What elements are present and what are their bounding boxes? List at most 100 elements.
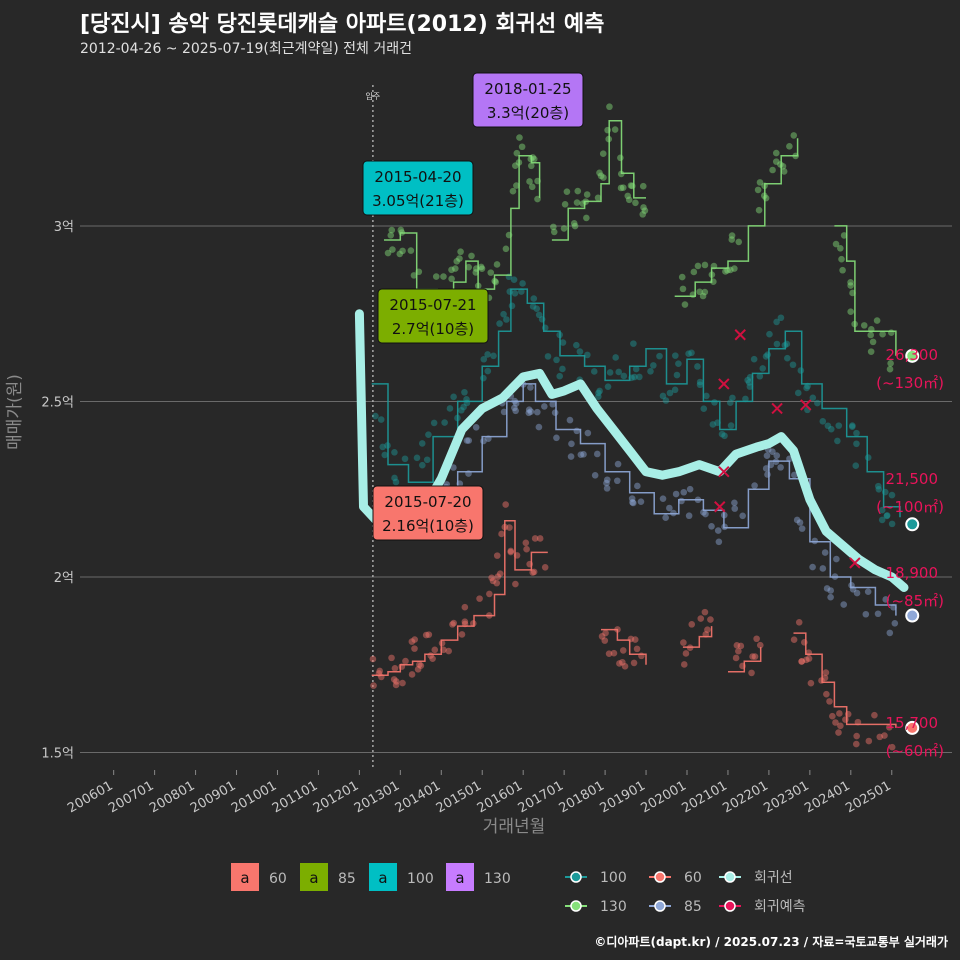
scatter-point xyxy=(879,330,886,338)
scatter-point xyxy=(496,570,504,577)
scatter-point xyxy=(377,416,385,423)
scatter-point xyxy=(544,353,552,360)
scatter-point xyxy=(401,455,409,463)
scatter-point xyxy=(392,681,400,689)
scatter-point xyxy=(488,574,495,582)
x-tick-label: 202301 xyxy=(761,778,811,816)
scatter-point xyxy=(756,641,764,649)
scatter-point xyxy=(461,388,468,396)
scatter-point xyxy=(715,538,723,546)
scatter-point xyxy=(576,348,584,355)
scatter-point xyxy=(704,626,711,633)
scatter-point xyxy=(876,733,884,741)
scatter-point xyxy=(566,416,574,424)
scatter-point xyxy=(369,655,377,663)
scatter-point xyxy=(762,465,770,472)
legend-line-marker xyxy=(654,900,666,912)
scatter-point xyxy=(659,495,667,502)
scatter-point xyxy=(580,451,587,458)
scatter-point xyxy=(632,199,639,207)
scatter-point xyxy=(849,422,856,429)
scatter-point xyxy=(739,512,746,520)
scatter-point xyxy=(440,273,447,280)
scatter-point xyxy=(423,456,431,464)
scatter-point xyxy=(772,158,780,165)
scatter-point xyxy=(681,301,689,308)
scatter-point xyxy=(797,367,805,374)
scatter-point xyxy=(529,303,537,310)
scatter-point xyxy=(513,182,520,189)
scatter-point xyxy=(429,655,436,662)
prediction-price: 18,900 xyxy=(886,564,939,582)
scatter-point xyxy=(864,454,872,461)
scatter-point xyxy=(425,431,432,438)
scatter-point xyxy=(419,461,426,469)
scatter-point xyxy=(465,437,473,444)
scatter-point xyxy=(783,340,791,348)
x-tick-label: 200701 xyxy=(106,778,156,816)
scatter-point xyxy=(603,479,610,487)
scatter-point xyxy=(596,387,603,395)
scatter-point xyxy=(790,132,798,139)
scatter-point xyxy=(694,262,702,270)
scatter-point xyxy=(503,316,510,323)
scatter-point xyxy=(553,434,560,442)
series-line-85 xyxy=(379,383,897,616)
scatter-point xyxy=(413,454,421,462)
scatter-point xyxy=(696,378,704,386)
scatter-point xyxy=(391,474,398,482)
scatter-point xyxy=(568,440,575,448)
scatter-point xyxy=(869,338,877,346)
annotation-date: 2015-04-20 xyxy=(374,168,461,186)
scatter-point xyxy=(764,471,771,478)
scatter-point xyxy=(833,555,840,563)
prediction-x-marker xyxy=(771,402,783,415)
scatter-point xyxy=(864,588,872,596)
scatter-point xyxy=(612,354,619,361)
scatter-point xyxy=(602,629,609,637)
scatter-point xyxy=(701,261,709,269)
legend-label-swatch xyxy=(231,863,259,891)
scatter-point xyxy=(502,501,509,508)
x-tick-label: 201301 xyxy=(352,778,402,816)
scatter-point xyxy=(630,340,637,347)
scatter-point xyxy=(701,608,709,616)
scatter-point xyxy=(431,646,439,654)
regression-path xyxy=(354,309,909,592)
scatter-point xyxy=(754,186,762,194)
scatter-point xyxy=(629,499,637,507)
scatter-point xyxy=(480,355,488,363)
legend-label-glyph: a xyxy=(309,869,318,887)
scatter-point xyxy=(518,143,526,151)
scatter-point xyxy=(763,452,771,460)
x-tick-label: 201801 xyxy=(557,778,607,816)
y-tick-label: 2.5억 xyxy=(41,395,74,410)
legend-line-text: 60 xyxy=(684,870,702,886)
scatter-point xyxy=(606,369,614,376)
x-tick-label: 201501 xyxy=(434,778,484,816)
scatter-point xyxy=(617,184,625,192)
scatter-point xyxy=(627,635,635,643)
scatter-point xyxy=(550,223,557,231)
scatter-point xyxy=(881,732,888,739)
scatter-point xyxy=(571,222,579,230)
scatter-point xyxy=(411,645,418,652)
scatter-point xyxy=(445,647,452,655)
scatter-point xyxy=(745,379,753,386)
scatter-point xyxy=(875,485,883,493)
scatter-point xyxy=(457,248,464,256)
scatter-point xyxy=(448,275,455,283)
scatter-point xyxy=(883,512,891,520)
scatter-point xyxy=(438,639,446,647)
scatter-point xyxy=(541,564,549,571)
annotation-value: 2.16억(10층) xyxy=(382,517,474,535)
scatter-point xyxy=(379,443,387,451)
scatter-point xyxy=(381,451,389,459)
series-lines xyxy=(371,119,901,728)
scatter-point xyxy=(502,245,510,253)
scatter-point xyxy=(721,432,728,440)
scatter-point xyxy=(862,610,870,618)
scatter-point xyxy=(688,349,695,357)
scatter-point xyxy=(384,249,392,257)
prediction-area: (~85㎡) xyxy=(886,592,944,610)
